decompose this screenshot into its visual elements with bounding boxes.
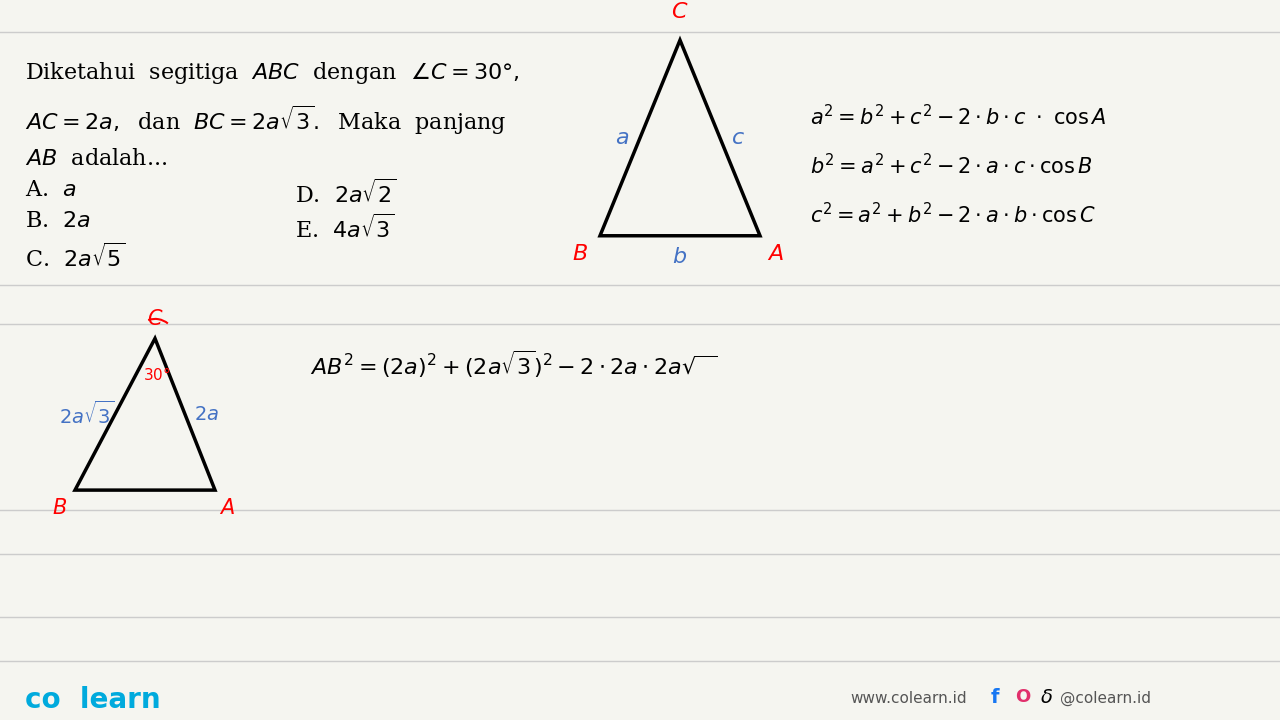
Text: @colearn.id: @colearn.id	[1060, 690, 1151, 706]
Text: C.  $2a\sqrt{5}$: C. $2a\sqrt{5}$	[26, 243, 125, 272]
Text: $2a\sqrt{3}$: $2a\sqrt{3}$	[59, 400, 114, 428]
Text: $C$: $C$	[671, 2, 689, 22]
Text: $a^2 = b^2+c^2 - 2\cdot b\cdot c\ \cdot\ \cos A$: $a^2 = b^2+c^2 - 2\cdot b\cdot c\ \cdot\…	[810, 104, 1107, 129]
Text: www.colearn.id: www.colearn.id	[850, 690, 966, 706]
Text: $B$: $B$	[52, 498, 68, 518]
Text: A.  $a$: A. $a$	[26, 179, 77, 201]
Text: $C$: $C$	[147, 309, 164, 329]
Text: $\mathbf{O}$: $\mathbf{O}$	[1015, 688, 1032, 706]
Text: $B$: $B$	[572, 243, 588, 264]
Text: $\delta$: $\delta$	[1039, 688, 1053, 707]
Text: D.  $2a\sqrt{2}$: D. $2a\sqrt{2}$	[294, 179, 397, 207]
Text: $2a$: $2a$	[195, 405, 220, 424]
Text: E.  $4a\sqrt{3}$: E. $4a\sqrt{3}$	[294, 215, 394, 243]
Text: $b^2 = a^2+c^2 - 2\cdot a\cdot c\cdot \cos B$: $b^2 = a^2+c^2 - 2\cdot a\cdot c\cdot \c…	[810, 153, 1093, 178]
Text: $\mathbf{f}$: $\mathbf{f}$	[989, 688, 1001, 707]
Text: $b$: $b$	[672, 247, 687, 267]
Text: $\mathit{AC} = 2a,$  dan  $\mathit{BC} = 2a\sqrt{3}.$  Maka  panjang: $\mathit{AC} = 2a,$ dan $\mathit{BC} = 2…	[26, 104, 507, 137]
Text: $30°$: $30°$	[143, 366, 170, 383]
Text: $\mathit{AB}$  adalah...: $\mathit{AB}$ adalah...	[26, 148, 168, 170]
Text: $A$: $A$	[767, 243, 783, 264]
Text: $c^2 = a^2+b^2 - 2\cdot a\cdot b\cdot \cos C$: $c^2 = a^2+b^2 - 2\cdot a\cdot b\cdot \c…	[810, 202, 1096, 227]
Text: co  learn: co learn	[26, 685, 160, 714]
Text: $a$: $a$	[614, 128, 628, 148]
Text: $AB^2 = (2a)^2 + (2a\sqrt{3})^2 - 2\cdot 2a\cdot 2a\sqrt{\ \ }$: $AB^2 = (2a)^2 + (2a\sqrt{3})^2 - 2\cdot…	[310, 348, 717, 379]
Text: $A$: $A$	[219, 498, 236, 518]
Text: Diketahui  segitiga  $\mathit{ABC}$  dengan  $\angle C = 30°,$: Diketahui segitiga $\mathit{ABC}$ dengan…	[26, 60, 520, 86]
Text: B.  $2a$: B. $2a$	[26, 210, 91, 233]
Text: $c$: $c$	[731, 128, 745, 148]
